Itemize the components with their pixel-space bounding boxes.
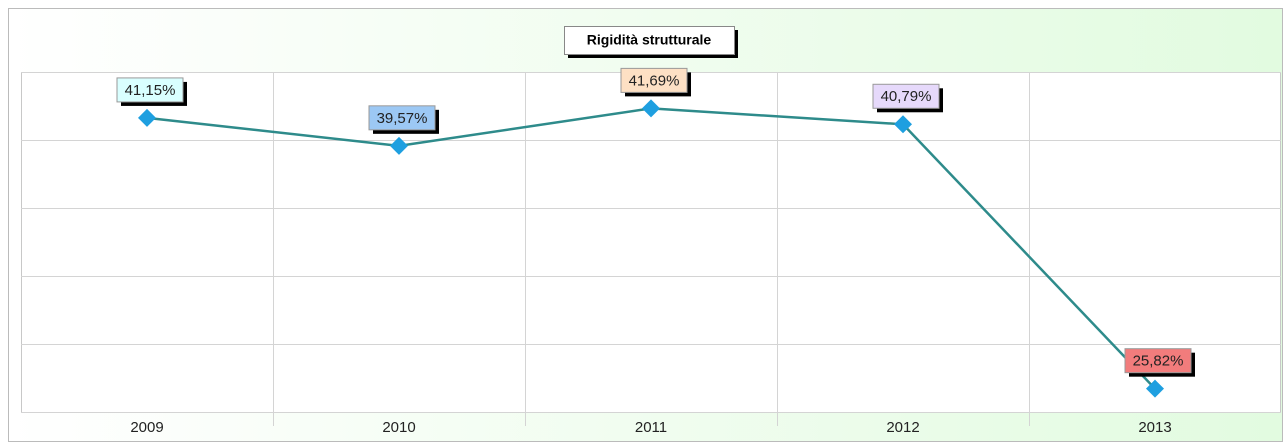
plot-area xyxy=(21,72,1281,413)
label-box xyxy=(620,67,688,93)
label-box xyxy=(116,77,184,103)
data-label: 41,15% xyxy=(125,82,176,99)
label-box xyxy=(368,105,436,131)
x-tick-label: 2011 xyxy=(635,419,667,436)
marker xyxy=(138,108,156,127)
chart-title: Rigidità strutturale xyxy=(587,32,712,48)
data-label: 41,69% xyxy=(629,72,680,89)
data-label: 40,79% xyxy=(881,88,932,105)
label-box xyxy=(1124,348,1192,374)
x-tick-label: 2009 xyxy=(130,419,163,436)
label-box xyxy=(872,83,940,109)
marker xyxy=(1146,379,1164,398)
x-tick-label: 2012 xyxy=(886,419,919,436)
data-label: 39,57% xyxy=(377,110,428,127)
marker xyxy=(894,115,912,134)
title-box xyxy=(564,26,735,55)
marker xyxy=(642,99,660,118)
x-tick-label: 2013 xyxy=(1138,419,1171,436)
data-label: 25,82% xyxy=(1133,353,1184,370)
marker xyxy=(390,136,408,155)
x-tick-label: 2010 xyxy=(382,419,415,436)
